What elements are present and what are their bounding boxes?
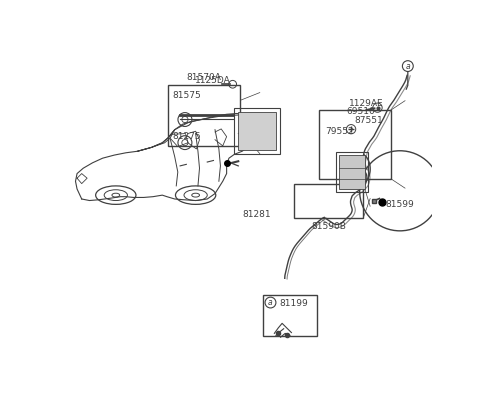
Bar: [234, 108, 280, 154]
Bar: [238, 112, 276, 150]
Bar: [168, 85, 240, 146]
Text: 81590B: 81590B: [312, 222, 346, 231]
Bar: [336, 152, 368, 193]
Text: 81199: 81199: [279, 299, 308, 308]
Text: 81275: 81275: [172, 132, 201, 141]
Text: 1125DA: 1125DA: [195, 76, 230, 85]
Text: a: a: [406, 61, 410, 70]
Text: 69510: 69510: [347, 107, 375, 116]
Text: a: a: [268, 298, 273, 307]
Bar: [319, 110, 391, 179]
Text: 81570A: 81570A: [187, 73, 222, 82]
Bar: [339, 155, 365, 189]
Bar: [263, 295, 317, 336]
Text: 1129AE: 1129AE: [348, 99, 383, 108]
Text: 81599: 81599: [385, 200, 414, 209]
Text: 81281: 81281: [242, 210, 271, 219]
Text: 81575: 81575: [172, 91, 201, 100]
Bar: [294, 184, 363, 218]
Text: 87551: 87551: [355, 116, 384, 125]
Text: 79552: 79552: [325, 127, 353, 136]
